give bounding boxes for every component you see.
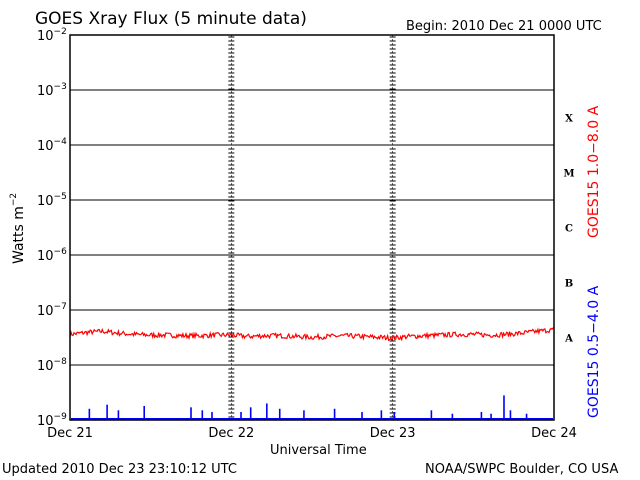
flare-class-label: A [564, 334, 573, 345]
day-minor-ticks [228, 34, 554, 421]
footer-updated: Updated 2010 Dec 23 23:10:12 UTC [2, 462, 237, 477]
x-tick-labels: Dec 21 Dec 22 Dec 23 Dec 24 [47, 426, 577, 441]
y-tick-label: 10−4 [37, 137, 67, 154]
plot-frame [69, 34, 555, 421]
y-tick-base: 10 [37, 414, 54, 429]
legend-long-label: GOES15 1.0−8.0 A [586, 105, 602, 238]
y-tick-exponent: −9 [54, 412, 68, 422]
y-tick-exponent: −3 [54, 82, 67, 92]
y-tick-label: 10−3 [37, 82, 67, 99]
y-axis-label: Watts m−2 [9, 193, 27, 264]
y-tick-base: 10 [37, 249, 54, 264]
y-tick-label: 10−7 [37, 302, 67, 319]
flare-class-label: B [565, 279, 573, 290]
y-tick-exponent: −4 [54, 137, 68, 147]
y-tick-label: 10−9 [37, 412, 67, 429]
svg-text:Watts m−2: Watts m−2 [9, 193, 27, 264]
y-tick-labels: 10−210−310−410−510−610−710−810−9 [37, 27, 67, 429]
y-tick-base: 10 [37, 84, 54, 99]
grid-lines [70, 89, 554, 366]
legend-short-series: GOES15 0.5−4.0 A [586, 285, 602, 418]
flare-class-label: M [563, 169, 574, 180]
x-axis-label: Universal Time [270, 443, 367, 458]
y-tick-label: 10−2 [37, 27, 67, 44]
x-tick-label: Dec 22 [208, 426, 254, 441]
y-tick-exponent: −7 [54, 302, 67, 312]
y-tick-label: 10−5 [37, 192, 67, 209]
flare-class-label: C [565, 224, 573, 235]
y-axis-label-exponent: −2 [9, 193, 19, 206]
y-tick-label: 10−6 [37, 247, 67, 264]
y-tick-base: 10 [37, 359, 54, 374]
y-tick-exponent: −2 [54, 27, 67, 37]
series-line-long [69, 327, 555, 342]
footer-credit: NOAA/SWPC Boulder, CO USA [425, 462, 618, 477]
x-tick-label: Dec 24 [531, 426, 577, 441]
y-tick-label: 10−8 [37, 357, 67, 374]
y-axis-label-main: Watts m [11, 206, 27, 264]
legend-long-series: GOES15 1.0−8.0 A [586, 105, 602, 238]
begin-label: Begin: 2010 Dec 21 0000 UTC [406, 19, 602, 34]
x-tick-label: Dec 23 [370, 426, 416, 441]
series-spikes-short [71, 395, 553, 420]
x-tick-label: Dec 21 [47, 426, 93, 441]
y-tick-exponent: −8 [54, 357, 68, 367]
y-tick-base: 10 [37, 139, 54, 154]
legend-short-label: GOES15 0.5−4.0 A [586, 285, 602, 418]
y-tick-base: 10 [37, 29, 54, 44]
y-tick-exponent: −6 [54, 247, 68, 257]
y-tick-base: 10 [37, 304, 54, 319]
flare-class-labels: X M C B A [563, 114, 574, 345]
y-tick-exponent: −5 [54, 192, 67, 202]
flare-class-label: X [565, 114, 573, 125]
y-tick-base: 10 [37, 194, 54, 209]
chart-title: GOES Xray Flux (5 minute data) [35, 9, 307, 29]
